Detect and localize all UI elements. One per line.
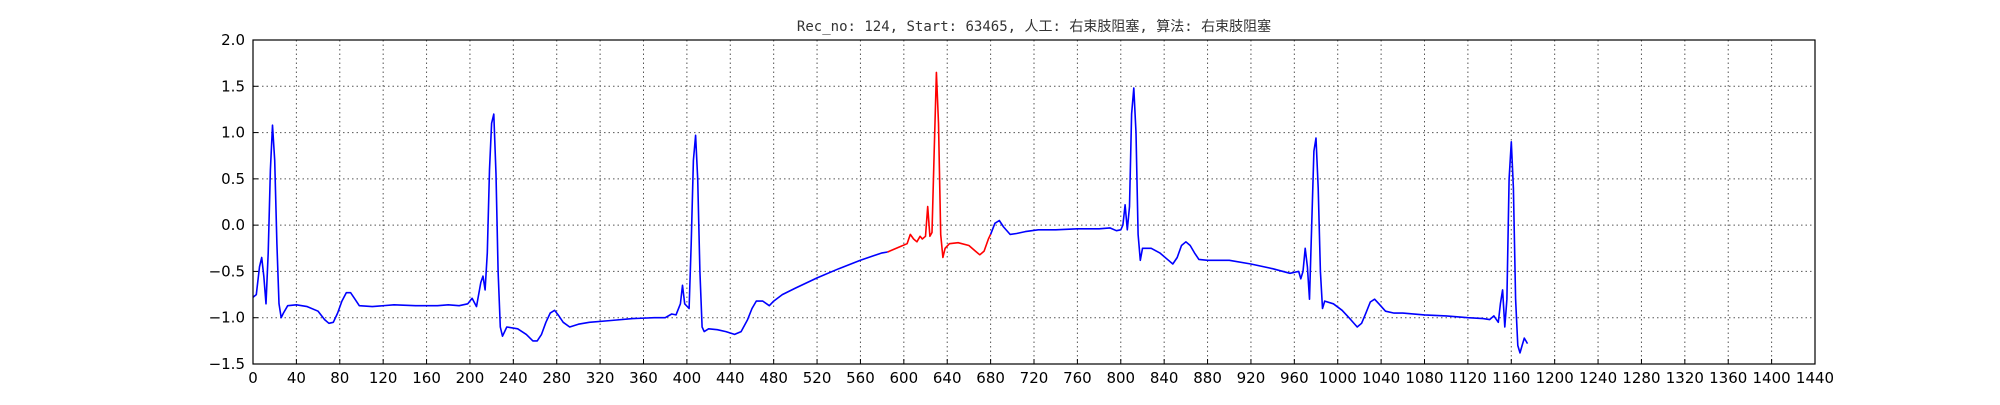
series-line-ecg-after <box>989 87 1529 354</box>
x-tick-label: 240 <box>499 369 528 387</box>
x-tick-label: 120 <box>369 369 398 387</box>
x-tick-label: 400 <box>673 369 702 387</box>
x-tick-label: 1280 <box>1622 369 1660 387</box>
x-tick-label: 720 <box>1020 369 1049 387</box>
y-tick-label: −1.5 <box>209 355 245 373</box>
x-tick-label: 520 <box>803 369 832 387</box>
y-tick-labels: −1.5 −1.0 −0.5 0.0 0.5 1.0 1.5 2.0 <box>209 31 245 373</box>
x-tick-label: 320 <box>586 369 615 387</box>
x-tick-label: 1440 <box>1796 369 1834 387</box>
x-tick-label: 680 <box>976 369 1005 387</box>
x-tick-label: 1360 <box>1709 369 1747 387</box>
y-tick-label: 0.5 <box>221 170 245 188</box>
x-tick-label: 920 <box>1237 369 1266 387</box>
x-tick-label: 1400 <box>1753 369 1791 387</box>
grid-layer <box>252 39 1816 365</box>
x-tick-label: 160 <box>412 369 441 387</box>
axes-frame <box>252 39 1816 365</box>
x-tick-label: 80 <box>330 369 349 387</box>
series-layer <box>252 71 1529 354</box>
y-tick-label: 0.0 <box>221 216 245 234</box>
x-tick-label: 1200 <box>1536 369 1574 387</box>
y-tick-label: −0.5 <box>209 262 245 280</box>
x-tick-label: 840 <box>1150 369 1179 387</box>
x-tick-label: 1240 <box>1579 369 1617 387</box>
x-tick-label: 480 <box>759 369 788 387</box>
y-tick-label: 2.0 <box>221 31 245 49</box>
y-tick-label: −1.0 <box>209 309 245 327</box>
series-line-ecg-before <box>252 113 888 342</box>
y-tick-label: 1.5 <box>221 77 245 95</box>
x-tick-label: 360 <box>629 369 658 387</box>
chart-title: Rec_no: 124, Start: 63465, 人工: 右束肢阻塞, 算法… <box>797 18 1271 35</box>
x-tick-label: 560 <box>846 369 875 387</box>
x-tick-label: 1320 <box>1666 369 1704 387</box>
x-tick-label: 640 <box>933 369 962 387</box>
x-tick-label: 1160 <box>1492 369 1530 387</box>
x-tick-labels: 0 40 80 120 160 200 240 280 320 360 400 440 480 520 56… <box>248 369 1834 387</box>
x-tick-label: 200 <box>456 369 485 387</box>
y-tick-label: 1.0 <box>221 124 245 142</box>
x-tick-label: 1080 <box>1405 369 1443 387</box>
x-tick-label: 800 <box>1106 369 1135 387</box>
x-tick-label: 600 <box>890 369 919 387</box>
x-tick-label: 280 <box>542 369 571 387</box>
series-line-ecg-highlight <box>887 71 992 259</box>
x-tick-label: 760 <box>1063 369 1092 387</box>
x-tick-label: 0 <box>248 369 258 387</box>
x-tick-label: 1120 <box>1449 369 1487 387</box>
x-tick-label: 440 <box>716 369 745 387</box>
x-tick-label: 1040 <box>1362 369 1400 387</box>
x-tick-label: 960 <box>1280 369 1309 387</box>
x-tick-label: 1000 <box>1319 369 1357 387</box>
x-tick-label: 880 <box>1193 369 1222 387</box>
x-tick-label: 40 <box>287 369 306 387</box>
